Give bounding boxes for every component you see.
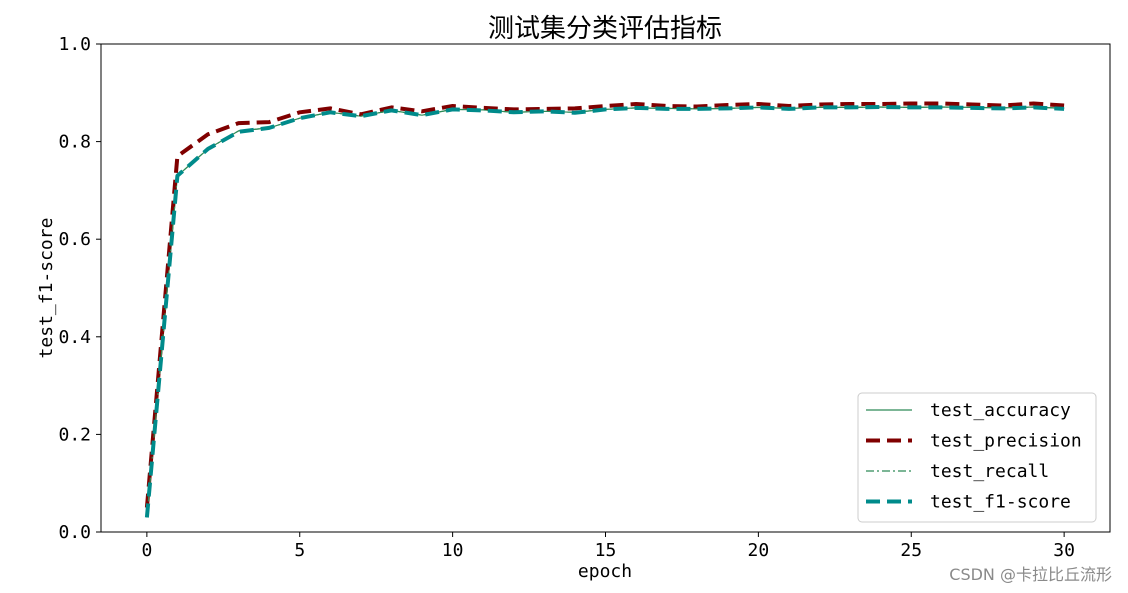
legend-label: test_precision: [930, 431, 1082, 452]
x-tick-label: 10: [442, 540, 464, 561]
legend-label: test_accuracy: [930, 400, 1071, 421]
y-tick-label: 1.0: [58, 34, 91, 55]
y-tick-label: 0.8: [58, 132, 91, 153]
y-tick-label: 0.6: [58, 229, 91, 250]
x-axis: 0 5 10 15 20 25 30: [141, 532, 1075, 561]
series-line-test-precision: [144, 101, 1065, 508]
series-lines: [144, 101, 1065, 518]
y-tick-label: 0.4: [58, 327, 91, 348]
y-tick-label: 0.0: [58, 522, 91, 543]
x-tick-label: 25: [900, 540, 922, 561]
y-axis-label: test_f1-score: [36, 218, 57, 359]
chart-title: 测试集分类评估指标: [488, 14, 722, 44]
x-tick-label: 30: [1053, 540, 1075, 561]
legend-label: test_recall: [930, 461, 1049, 482]
x-tick-label: 0: [141, 540, 152, 561]
x-tick-label: 5: [294, 540, 305, 561]
y-axis: 0.0 0.2 0.4 0.6 0.8 1.0: [58, 34, 101, 543]
series-line-test-f1-score: [144, 105, 1065, 518]
watermark: CSDN @卡拉比丘流形: [949, 565, 1112, 584]
x-tick-label: 15: [595, 540, 617, 561]
legend-frame: [857, 392, 1097, 523]
x-tick-label: 20: [748, 540, 770, 561]
x-axis-label: epoch: [578, 561, 632, 582]
legend: test_accuracy test_precision test_recallte…: [857, 392, 1097, 523]
y-tick-label: 0.2: [58, 424, 91, 445]
legend-label: test_f1-score: [930, 492, 1071, 513]
